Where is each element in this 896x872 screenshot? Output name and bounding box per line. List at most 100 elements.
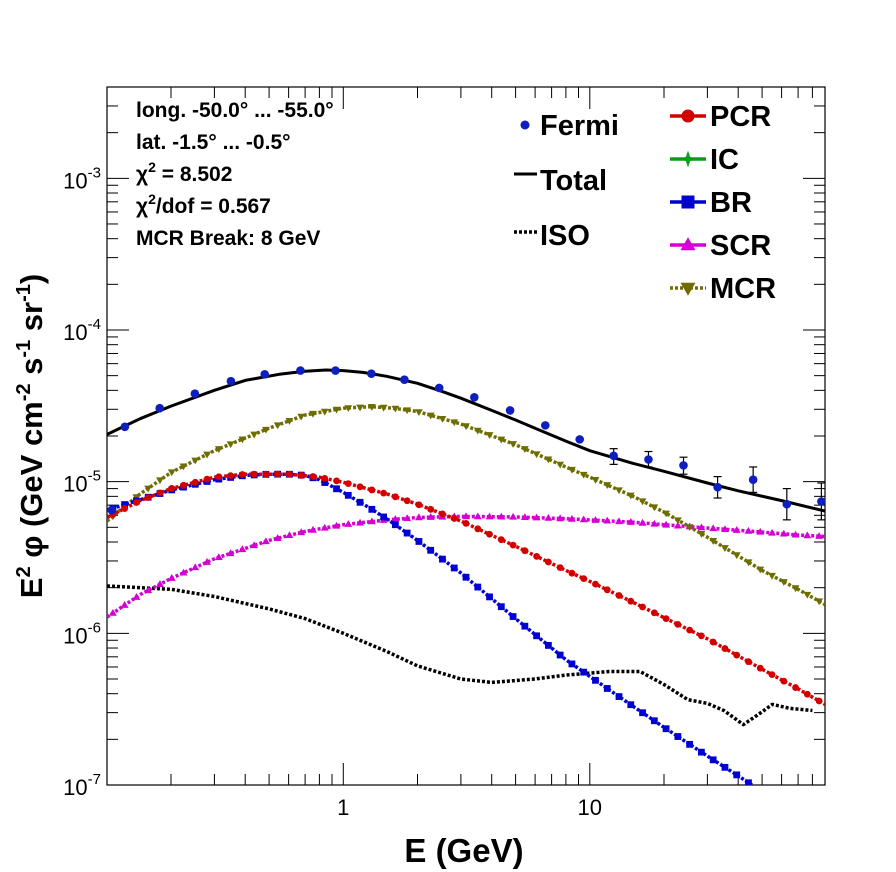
series-mcr-marker (250, 431, 259, 439)
series-scr-marker (367, 517, 376, 525)
series-pcr-marker (662, 615, 670, 623)
series-pcr-marker (133, 499, 140, 506)
legend-marker (520, 120, 530, 130)
series-br-marker (439, 555, 446, 563)
series-pcr-marker (344, 480, 352, 488)
series-pcr-marker (615, 592, 623, 599)
series-br-marker (674, 733, 682, 740)
series-br-marker (486, 593, 493, 601)
series-scr-marker (697, 523, 706, 531)
series-mcr-marker (532, 451, 541, 459)
series-br-marker (368, 505, 376, 513)
series-mcr-marker (332, 406, 341, 414)
legend-marker (680, 282, 696, 296)
series-br-marker (497, 603, 505, 611)
series-mcr-marker (697, 531, 706, 538)
series-scr-marker (156, 580, 164, 587)
series-pcr-marker (191, 478, 199, 486)
series-mcr-marker (779, 579, 788, 586)
series-scr-marker (203, 558, 211, 565)
series-scr-marker (297, 528, 306, 536)
series-mcr-marker (297, 413, 306, 421)
series-mcr-marker (462, 423, 470, 431)
series-scr-marker (544, 514, 553, 521)
series-mcr-marker (273, 422, 282, 430)
series-scr-marker (815, 532, 824, 539)
series-mcr-marker (379, 404, 388, 412)
series-pcr-marker (356, 483, 364, 491)
series-scr-marker (132, 593, 141, 600)
series-pcr-marker (533, 552, 541, 560)
fermi-point (400, 375, 409, 385)
series-br-marker (662, 725, 670, 733)
series-br-marker (615, 693, 623, 700)
series-pcr-marker (674, 620, 682, 628)
legend-item-total: Total (514, 165, 607, 197)
fermi-point (155, 403, 165, 413)
series-pcr-marker (286, 470, 293, 478)
series-scr-marker (120, 601, 129, 608)
legend-label: SCR (710, 230, 771, 262)
series-br-marker (474, 583, 482, 591)
x-tick-label: 1 (337, 795, 349, 820)
series-pcr-marker (521, 547, 529, 555)
series-pcr-marker (391, 493, 399, 501)
series-pcr-marker (380, 489, 388, 497)
series-pcr-marker (627, 597, 635, 605)
series-pcr-marker (803, 690, 811, 698)
fermi-point (817, 497, 826, 506)
series-pcr-marker (544, 558, 552, 566)
axis-ticks (107, 86, 826, 786)
series-mcr-marker (344, 405, 353, 413)
fermi-point (367, 369, 376, 378)
series-scr-marker (615, 517, 623, 525)
series-mcr-marker (438, 415, 447, 423)
series-mcr-marker (638, 498, 647, 506)
series-br-marker (509, 613, 517, 620)
series-scr (107, 512, 825, 619)
series-pcr-marker (180, 481, 187, 489)
series-mcr-marker (615, 487, 623, 495)
series-scr-marker (238, 545, 247, 553)
series-scr-marker (403, 514, 412, 522)
series-scr-marker (709, 524, 718, 532)
series-br-marker (380, 513, 388, 521)
info-line: lat. -1.5° ... -0.5° (136, 131, 291, 154)
series-pcr-marker (321, 474, 329, 482)
y-tick-label: 10-7 (63, 771, 101, 800)
series-pcr-marker (486, 530, 493, 538)
y-tick-label: 10-6 (63, 619, 101, 648)
series-br-marker (333, 485, 340, 493)
series-scr-marker (591, 516, 600, 523)
series-scr-marker (650, 519, 659, 527)
series-br-marker (356, 498, 364, 506)
series-pcr-marker (309, 473, 317, 480)
series-br-marker (721, 763, 729, 771)
series-mcr-marker (214, 446, 223, 453)
legend-label: ISO (540, 220, 590, 252)
series-pcr-marker (462, 519, 470, 527)
series-scr-marker (179, 568, 188, 576)
y-tick-label: 10-3 (63, 164, 101, 193)
series-scr-marker (250, 541, 259, 549)
series-scr-marker (144, 586, 153, 594)
legend-label: IC (710, 144, 739, 176)
series-scr-marker (803, 531, 812, 539)
series-mcr-marker (744, 559, 753, 567)
series-mcr-marker (320, 408, 329, 416)
fermi-point (644, 455, 653, 464)
series-br-marker (650, 717, 658, 725)
legend-item-fermi: Fermi (520, 110, 619, 142)
fermi-point (107, 505, 117, 515)
legend-label: MCR (710, 273, 776, 305)
series-pcr-marker (333, 477, 340, 485)
series-br-marker (121, 501, 129, 508)
series-mcr-marker (756, 566, 765, 574)
legend-marker (680, 237, 696, 251)
fermi-point (679, 461, 688, 470)
series-pcr-marker (474, 525, 482, 533)
series-br-marker (415, 538, 423, 545)
fermi-point (782, 499, 792, 509)
series-pcr-marker (156, 489, 164, 497)
